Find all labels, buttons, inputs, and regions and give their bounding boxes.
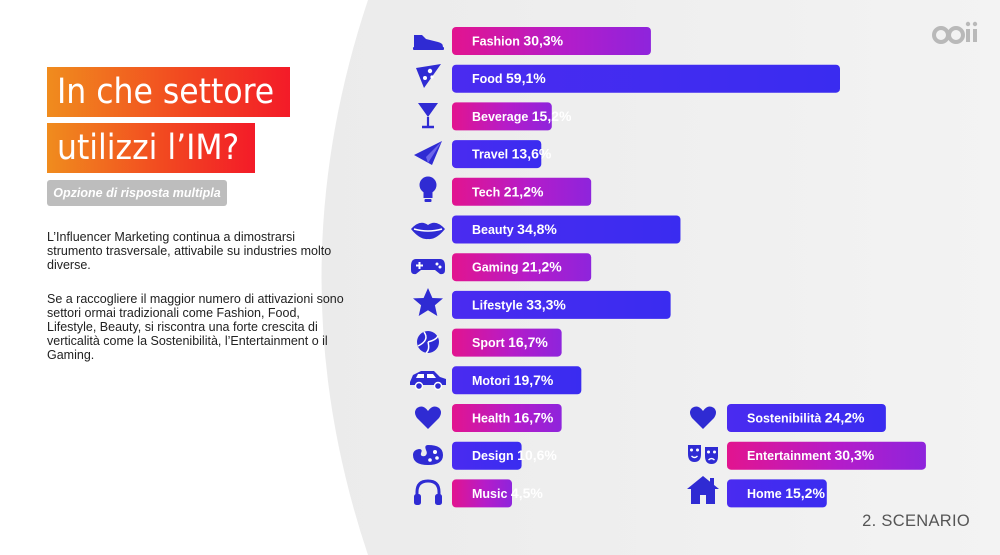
bar-label: Gaming 21,2% bbox=[472, 259, 562, 275]
bar-label: Food 59,1% bbox=[472, 70, 546, 86]
section-footer: 2. SCENARIO bbox=[862, 512, 970, 530]
bar-label: Travel 13,6% bbox=[472, 146, 552, 162]
bar-label: Fashion 30,3% bbox=[472, 33, 564, 49]
volleyball-icon bbox=[417, 331, 439, 354]
bar-label: Sostenibilità 24,2% bbox=[747, 410, 865, 426]
bar-label: Sport 16,7% bbox=[472, 334, 548, 350]
subtitle-badge: Opzione di risposta multipla bbox=[47, 180, 227, 206]
cocktail-icon bbox=[418, 103, 438, 129]
theater-masks-icon bbox=[688, 445, 718, 464]
title-line-1: In che settore bbox=[47, 67, 291, 117]
lightbulb-icon bbox=[419, 176, 437, 202]
bar-tech bbox=[452, 177, 592, 206]
bar-travel bbox=[452, 140, 542, 169]
title-line-2: utilizzi l’IM? bbox=[47, 123, 256, 173]
car-icon bbox=[410, 371, 446, 391]
paper-plane-icon bbox=[414, 141, 442, 165]
bar-label: Music 4,5% bbox=[472, 485, 543, 501]
heart-icon bbox=[690, 406, 716, 429]
bar-label: Beauty 34,8% bbox=[472, 221, 557, 237]
bar-label: Beverage 15,2% bbox=[472, 108, 572, 124]
headphones-icon bbox=[414, 479, 442, 505]
heart-icon bbox=[415, 406, 441, 429]
oii-logo bbox=[932, 21, 978, 44]
shoe-icon bbox=[413, 35, 444, 50]
bar-food bbox=[452, 64, 840, 93]
bar-music bbox=[452, 479, 512, 508]
bar-label: Home 15,2% bbox=[747, 485, 825, 501]
bar-home bbox=[727, 479, 827, 508]
bar-lifestyle bbox=[452, 290, 671, 319]
lips-icon bbox=[411, 222, 445, 240]
bar-design bbox=[452, 441, 522, 470]
star-icon bbox=[413, 288, 443, 316]
bar-label: Design 10,6% bbox=[472, 447, 557, 463]
bar-gaming bbox=[452, 253, 592, 282]
bar-label: Entertainment 30,3% bbox=[747, 447, 875, 463]
bar-fashion bbox=[452, 27, 651, 55]
bar-label: Motori 19,7% bbox=[472, 372, 554, 388]
bar-sport bbox=[452, 328, 562, 357]
bar-beverage bbox=[452, 102, 552, 131]
bar-label: Health 16,7% bbox=[472, 410, 554, 426]
bar-entertainment bbox=[727, 441, 926, 470]
bar-beauty bbox=[452, 215, 681, 244]
bar-motori bbox=[452, 366, 582, 395]
palette-icon bbox=[413, 445, 443, 465]
bar-label: Tech 21,2% bbox=[472, 183, 544, 199]
bar-sostenibilit- bbox=[727, 404, 886, 432]
bar-label: Lifestyle 33,3% bbox=[472, 296, 566, 312]
house-icon bbox=[687, 476, 719, 504]
detail-paragraph: Se a raccogliere il maggior numero di at… bbox=[47, 292, 344, 362]
bar-health bbox=[452, 404, 562, 432]
intro-paragraph: L’Influencer Marketing continua a dimost… bbox=[47, 230, 332, 272]
gamepad-icon bbox=[411, 259, 445, 275]
pizza-icon bbox=[416, 64, 441, 88]
